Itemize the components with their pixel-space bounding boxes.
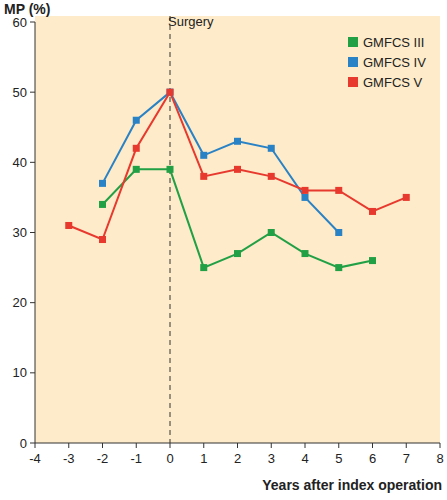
- chart: 0102030405060-4-3-2-1012345678MP (%)Year…: [0, 0, 447, 500]
- series-marker: [268, 229, 275, 236]
- y-tick: [30, 92, 35, 93]
- x-tick: [372, 443, 373, 448]
- plot-background: [35, 16, 440, 443]
- legend-label: GMFCS V: [363, 75, 423, 90]
- plot-data: [65, 89, 410, 271]
- series-marker: [65, 222, 72, 229]
- legend-label: GMFCS III: [363, 35, 424, 50]
- annotation-line: [170, 16, 171, 443]
- legend-swatch: [348, 37, 358, 47]
- x-tick: [136, 443, 137, 448]
- series-marker: [403, 194, 410, 201]
- x-tick-label: 6: [369, 451, 376, 466]
- x-tick-label: 0: [166, 451, 173, 466]
- series-marker: [268, 173, 275, 180]
- y-tick: [30, 302, 35, 303]
- series-marker: [369, 257, 376, 264]
- series-marker: [302, 187, 309, 194]
- y-tick-label: 40: [13, 155, 27, 170]
- series-marker: [133, 166, 140, 173]
- series-marker: [234, 166, 241, 173]
- x-tick: [440, 443, 441, 448]
- x-tick-label: 4: [301, 451, 308, 466]
- series-line: [103, 169, 373, 267]
- series-marker: [335, 229, 342, 236]
- series-marker: [99, 236, 106, 243]
- y-tick-label: 50: [13, 85, 27, 100]
- series-marker: [234, 250, 241, 257]
- x-tick: [102, 443, 103, 448]
- y-tick: [30, 22, 35, 23]
- x-tick-label: 2: [234, 451, 241, 466]
- series-marker: [167, 89, 174, 96]
- series-marker: [133, 117, 140, 124]
- x-tick-label: 7: [403, 451, 410, 466]
- series-marker: [200, 173, 207, 180]
- y-tick-label: 10: [13, 365, 27, 380]
- series-marker: [302, 250, 309, 257]
- series-marker: [200, 152, 207, 159]
- x-tick-label: 1: [200, 451, 207, 466]
- series-marker: [369, 208, 376, 215]
- y-tick: [30, 372, 35, 373]
- x-tick-label: -3: [63, 451, 75, 466]
- y-tick: [30, 443, 35, 444]
- y-tick-label: 20: [13, 295, 27, 310]
- x-axis-label: Years after index operation: [262, 477, 442, 493]
- series-line: [103, 92, 339, 232]
- series-line: [69, 92, 407, 239]
- x-tick: [170, 443, 171, 448]
- x-tick-label: 8: [436, 451, 443, 466]
- x-tick-label: -2: [97, 451, 109, 466]
- series-marker: [335, 187, 342, 194]
- series-marker: [335, 264, 342, 271]
- series-marker: [268, 145, 275, 152]
- series-marker: [167, 166, 174, 173]
- y-tick: [30, 232, 35, 233]
- x-tick-label: 5: [335, 451, 342, 466]
- x-tick-label: -4: [29, 451, 41, 466]
- series-marker: [302, 194, 309, 201]
- x-tick: [35, 443, 36, 448]
- y-tick: [30, 162, 35, 163]
- series-marker: [234, 138, 241, 145]
- legend-swatch: [348, 77, 358, 87]
- y-tick-label: 0: [20, 436, 27, 451]
- x-tick: [271, 443, 272, 448]
- x-tick-label: 3: [268, 451, 275, 466]
- legend-label: GMFCS IV: [363, 55, 426, 70]
- x-tick: [406, 443, 407, 448]
- series-marker: [133, 145, 140, 152]
- x-tick: [338, 443, 339, 448]
- series-marker: [167, 89, 174, 96]
- annotation-text: Surgery: [168, 14, 214, 29]
- series-marker: [99, 180, 106, 187]
- series-marker: [200, 264, 207, 271]
- y-axis-label: MP (%): [4, 1, 50, 17]
- x-tick-label: -1: [130, 451, 142, 466]
- x-tick: [203, 443, 204, 448]
- x-tick: [305, 443, 306, 448]
- x-tick: [237, 443, 238, 448]
- y-tick-label: 30: [13, 225, 27, 240]
- legend-swatch: [348, 57, 358, 67]
- series-marker: [99, 201, 106, 208]
- x-tick: [68, 443, 69, 448]
